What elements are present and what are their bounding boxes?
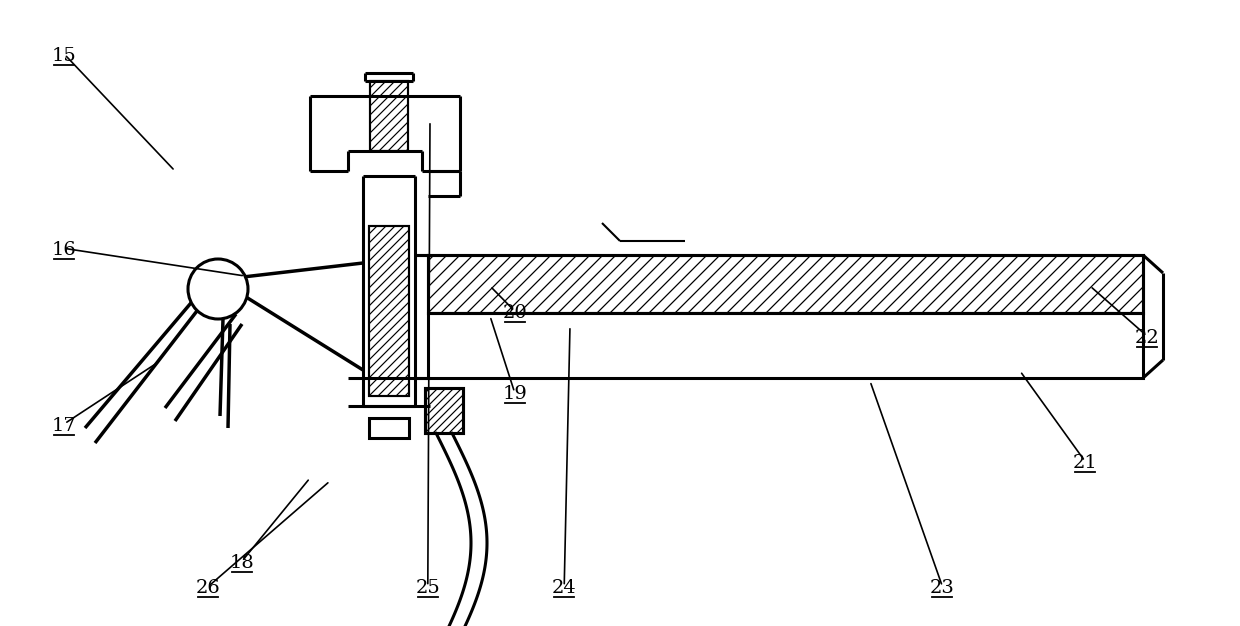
Bar	[428, 313, 1143, 378]
Circle shape	[188, 259, 248, 319]
Bar	[425, 388, 463, 433]
Bar	[370, 226, 409, 396]
Text: 21: 21	[1073, 454, 1097, 472]
Bar	[428, 255, 1143, 313]
Text: 17: 17	[52, 417, 77, 434]
Text: 20: 20	[502, 304, 527, 322]
Bar	[370, 81, 408, 151]
Text: 23: 23	[930, 580, 955, 597]
Bar	[428, 255, 1143, 313]
Text: 22: 22	[1135, 329, 1159, 347]
Text: 16: 16	[52, 242, 77, 259]
Text: 24: 24	[552, 580, 577, 597]
Text: 25: 25	[415, 580, 440, 597]
Bar	[370, 226, 409, 396]
Bar	[370, 418, 409, 438]
Text: 26: 26	[196, 580, 221, 597]
Text: 15: 15	[52, 48, 77, 65]
Bar	[425, 388, 463, 433]
Text: 19: 19	[502, 386, 527, 403]
Text: 18: 18	[229, 555, 254, 572]
Bar	[370, 81, 408, 151]
